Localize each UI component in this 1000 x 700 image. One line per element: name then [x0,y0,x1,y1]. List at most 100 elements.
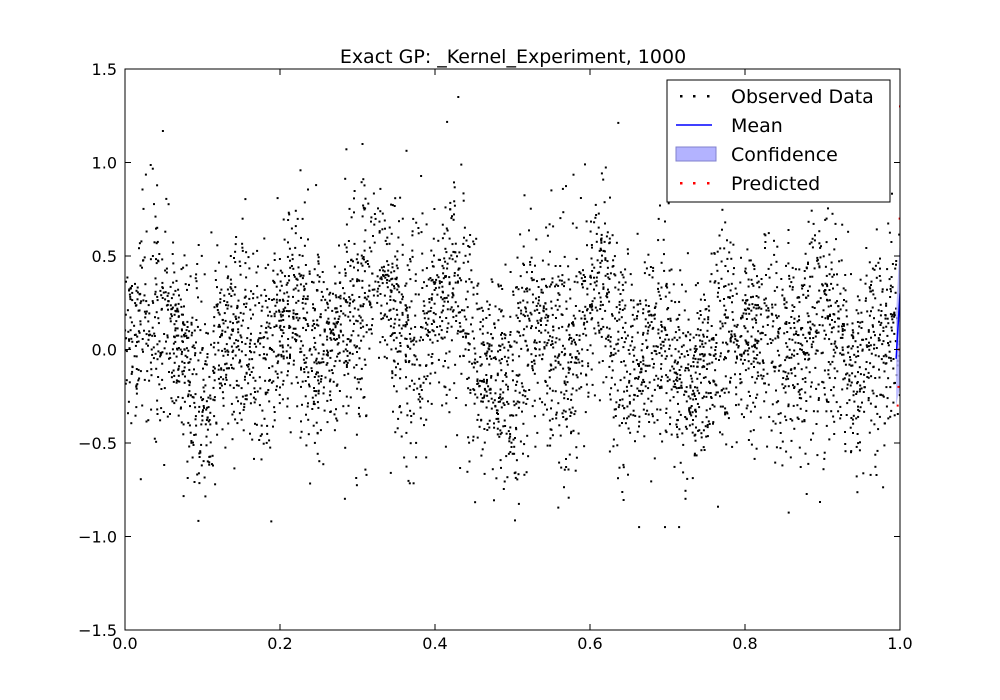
observed-point [129,298,132,301]
observed-point [392,307,395,310]
observed-point [537,302,540,305]
observed-point [770,361,773,364]
observed-point [249,402,252,405]
observed-point [661,325,663,328]
observed-point [811,306,814,309]
observed-point [833,273,835,276]
observed-point [785,323,788,325]
observed-point [195,341,197,344]
observed-point [456,255,458,258]
observed-point [452,287,455,290]
observed-point [575,226,578,229]
observed-point [401,298,404,301]
observed-point [126,309,129,312]
observed-point [747,439,750,441]
observed-point [371,272,374,275]
observed-point [574,305,577,307]
observed-point [640,349,643,352]
observed-point [245,276,248,279]
observed-point [767,267,770,270]
observed-point [420,231,423,234]
observed-point [665,282,668,285]
observed-point [668,378,671,381]
observed-point [678,313,681,316]
observed-point [755,314,758,317]
observed-point [714,357,717,360]
observed-point [693,354,695,357]
observed-point [334,325,337,328]
observed-point [237,320,240,323]
observed-point [873,423,876,426]
observed-point [872,392,875,395]
observed-point [305,444,308,447]
observed-point [237,384,240,387]
observed-point [357,334,360,337]
x-tick-label: 0.4 [422,634,447,653]
observed-point [430,355,433,358]
observed-point [433,320,436,323]
observed-point [333,333,336,336]
observed-point [856,295,859,298]
observed-point [612,445,615,448]
observed-point [358,279,361,282]
observed-point [431,293,434,296]
observed-point [276,293,279,296]
observed-point [312,403,315,405]
observed-point [356,278,359,281]
observed-point [865,297,867,300]
observed-point [300,350,303,353]
observed-point [753,366,755,368]
observed-point [775,389,777,392]
observed-point [648,421,651,423]
observed-point [591,317,594,320]
observed-point [778,354,781,357]
observed-point [599,296,602,299]
observed-point [348,304,351,307]
observed-point [846,402,849,405]
observed-point [268,439,271,442]
observed-point [188,424,191,427]
observed-point [851,345,854,348]
observed-point [757,340,760,343]
observed-point [486,350,489,353]
observed-point [584,411,587,414]
observed-point [295,376,298,379]
observed-point [195,319,198,321]
observed-point [879,314,882,317]
observed-point [872,325,874,328]
observed-point [702,355,705,358]
observed-point [485,374,488,376]
observed-point [414,355,417,358]
observed-point [756,393,759,396]
observed-point [721,433,724,436]
observed-point [168,357,170,360]
observed-point [187,395,190,398]
observed-point [726,412,729,415]
observed-point [322,295,324,298]
observed-point [781,288,784,291]
observed-point [369,303,372,306]
observed-point [415,441,418,444]
observed-point [393,287,396,290]
observed-point [551,336,554,339]
observed-point [249,338,252,341]
observed-point [893,414,896,417]
observed-point [880,358,883,361]
observed-point [874,297,877,300]
observed-point [294,246,297,249]
observed-point [615,241,618,244]
observed-point [874,334,876,337]
observed-point [362,204,365,207]
observed-point [476,418,479,421]
observed-point [620,316,623,319]
observed-point [771,303,774,306]
observed-point [280,319,283,322]
observed-point [545,308,548,311]
observed-point [853,353,856,356]
observed-point [858,449,861,452]
observed-point [390,348,393,351]
observed-point [440,296,443,299]
observed-point [501,332,503,334]
observed-point [262,346,265,349]
observed-point [843,377,846,380]
